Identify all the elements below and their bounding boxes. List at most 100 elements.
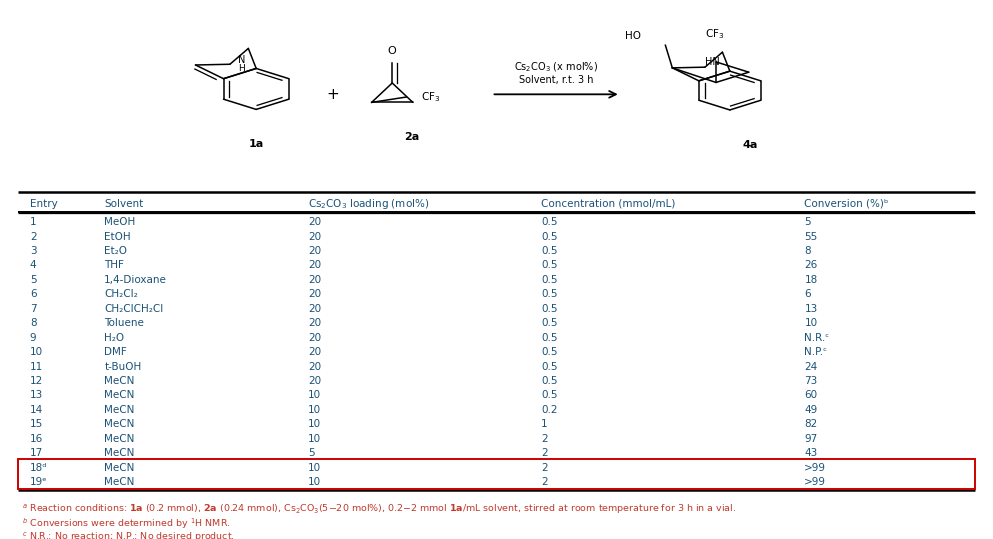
Text: CF$_3$: CF$_3$ xyxy=(421,90,441,104)
Text: 0.5: 0.5 xyxy=(541,260,558,271)
Text: 14: 14 xyxy=(30,405,43,415)
Text: 0.5: 0.5 xyxy=(541,304,558,314)
Text: 13: 13 xyxy=(804,304,817,314)
Text: 4a: 4a xyxy=(742,140,758,150)
Text: 0.5: 0.5 xyxy=(541,376,558,386)
Text: $^c$ N.R.: No reaction; N.P.: No desired product.: $^c$ N.R.: No reaction; N.P.: No desired… xyxy=(22,530,234,539)
Text: +: + xyxy=(327,87,339,102)
Text: CH₂ClCH₂Cl: CH₂ClCH₂Cl xyxy=(104,304,164,314)
Text: 49: 49 xyxy=(804,405,817,415)
Text: 0.5: 0.5 xyxy=(541,217,558,227)
Text: 0.5: 0.5 xyxy=(541,246,558,256)
Text: 43: 43 xyxy=(804,448,817,458)
Text: 12: 12 xyxy=(30,376,43,386)
Text: 10: 10 xyxy=(30,347,43,357)
Text: DMF: DMF xyxy=(104,347,127,357)
Text: 20: 20 xyxy=(308,304,321,314)
Text: MeCN: MeCN xyxy=(104,462,135,473)
Text: 10: 10 xyxy=(804,318,817,328)
Text: 60: 60 xyxy=(804,390,817,400)
Text: 0.5: 0.5 xyxy=(541,318,558,328)
Text: 0.5: 0.5 xyxy=(541,347,558,357)
Text: 3: 3 xyxy=(30,246,37,256)
Text: MeCN: MeCN xyxy=(104,376,135,386)
Text: 20: 20 xyxy=(308,347,321,357)
Text: 1: 1 xyxy=(541,419,548,429)
Text: 0.5: 0.5 xyxy=(541,333,558,343)
Text: O: O xyxy=(388,46,396,56)
Text: 20: 20 xyxy=(308,362,321,371)
Text: MeCN: MeCN xyxy=(104,419,135,429)
Text: 8: 8 xyxy=(30,318,37,328)
Text: THF: THF xyxy=(104,260,124,271)
Text: 7: 7 xyxy=(30,304,37,314)
Text: 2: 2 xyxy=(30,232,37,241)
Text: 0.5: 0.5 xyxy=(541,390,558,400)
Text: H₂O: H₂O xyxy=(104,333,124,343)
Text: Entry: Entry xyxy=(30,199,58,209)
Text: MeCN: MeCN xyxy=(104,434,135,444)
Text: 8: 8 xyxy=(804,246,811,256)
Text: t-BuOH: t-BuOH xyxy=(104,362,142,371)
Text: 2: 2 xyxy=(541,434,548,444)
Text: EtOH: EtOH xyxy=(104,232,131,241)
Text: 55: 55 xyxy=(804,232,817,241)
Text: $^b$ Conversions were determined by $^1$H NMR.: $^b$ Conversions were determined by $^1$… xyxy=(22,516,230,530)
Text: 20: 20 xyxy=(308,260,321,271)
Text: 10: 10 xyxy=(308,405,321,415)
Text: 6: 6 xyxy=(804,289,811,299)
Text: MeCN: MeCN xyxy=(104,390,135,400)
Text: 13: 13 xyxy=(30,390,43,400)
Text: Cs$_2$CO$_3$ loading (mol%): Cs$_2$CO$_3$ loading (mol%) xyxy=(308,197,429,211)
Text: 0.5: 0.5 xyxy=(541,289,558,299)
Text: MeOH: MeOH xyxy=(104,217,135,227)
Bar xyxy=(18,459,975,488)
Text: $^a$ Reaction conditions: $\bf{1a}$ (0.2 mmol), $\bf{2a}$ (0.24 mmol), Cs$_2$CO$: $^a$ Reaction conditions: $\bf{1a}$ (0.2… xyxy=(22,502,736,516)
Text: 0.5: 0.5 xyxy=(541,232,558,241)
Text: 20: 20 xyxy=(308,275,321,285)
Text: Conversion (%)ᵇ: Conversion (%)ᵇ xyxy=(804,199,889,209)
Text: >99: >99 xyxy=(804,477,826,487)
Text: H: H xyxy=(238,64,244,73)
Text: Et₂O: Et₂O xyxy=(104,246,127,256)
Text: N.P.ᶜ: N.P.ᶜ xyxy=(804,347,827,357)
Text: MeCN: MeCN xyxy=(104,405,135,415)
Text: Concentration (mmol/mL): Concentration (mmol/mL) xyxy=(541,199,675,209)
Text: Solvent, r.t. 3 h: Solvent, r.t. 3 h xyxy=(518,74,594,85)
Text: 1: 1 xyxy=(30,217,37,227)
Text: HO: HO xyxy=(625,31,640,41)
Text: 11: 11 xyxy=(30,362,43,371)
Text: MeCN: MeCN xyxy=(104,448,135,458)
Text: 10: 10 xyxy=(308,419,321,429)
Text: 82: 82 xyxy=(804,419,817,429)
Text: CH₂Cl₂: CH₂Cl₂ xyxy=(104,289,138,299)
Text: 4: 4 xyxy=(30,260,37,271)
Text: 5: 5 xyxy=(308,448,315,458)
Text: CF$_3$: CF$_3$ xyxy=(705,27,725,41)
Text: 2: 2 xyxy=(541,477,548,487)
Text: HN: HN xyxy=(705,57,720,67)
Text: 18: 18 xyxy=(804,275,817,285)
Text: 6: 6 xyxy=(30,289,37,299)
Text: Toluene: Toluene xyxy=(104,318,144,328)
Text: 17: 17 xyxy=(30,448,43,458)
Text: N.R.ᶜ: N.R.ᶜ xyxy=(804,333,829,343)
Text: 26: 26 xyxy=(804,260,817,271)
Text: 20: 20 xyxy=(308,333,321,343)
Text: 10: 10 xyxy=(308,477,321,487)
Text: 24: 24 xyxy=(804,362,817,371)
Text: 1,4-Dioxane: 1,4-Dioxane xyxy=(104,275,167,285)
Text: 20: 20 xyxy=(308,232,321,241)
Text: 15: 15 xyxy=(30,419,43,429)
Text: Cs$_2$CO$_3$ (x mol%): Cs$_2$CO$_3$ (x mol%) xyxy=(514,61,598,74)
Text: 73: 73 xyxy=(804,376,817,386)
Text: 2: 2 xyxy=(541,462,548,473)
Text: 2a: 2a xyxy=(404,132,420,142)
Text: 0.5: 0.5 xyxy=(541,275,558,285)
Text: 10: 10 xyxy=(308,390,321,400)
Text: 10: 10 xyxy=(308,462,321,473)
Text: 5: 5 xyxy=(804,217,811,227)
Text: 20: 20 xyxy=(308,217,321,227)
Text: 9: 9 xyxy=(30,333,37,343)
Text: 20: 20 xyxy=(308,376,321,386)
